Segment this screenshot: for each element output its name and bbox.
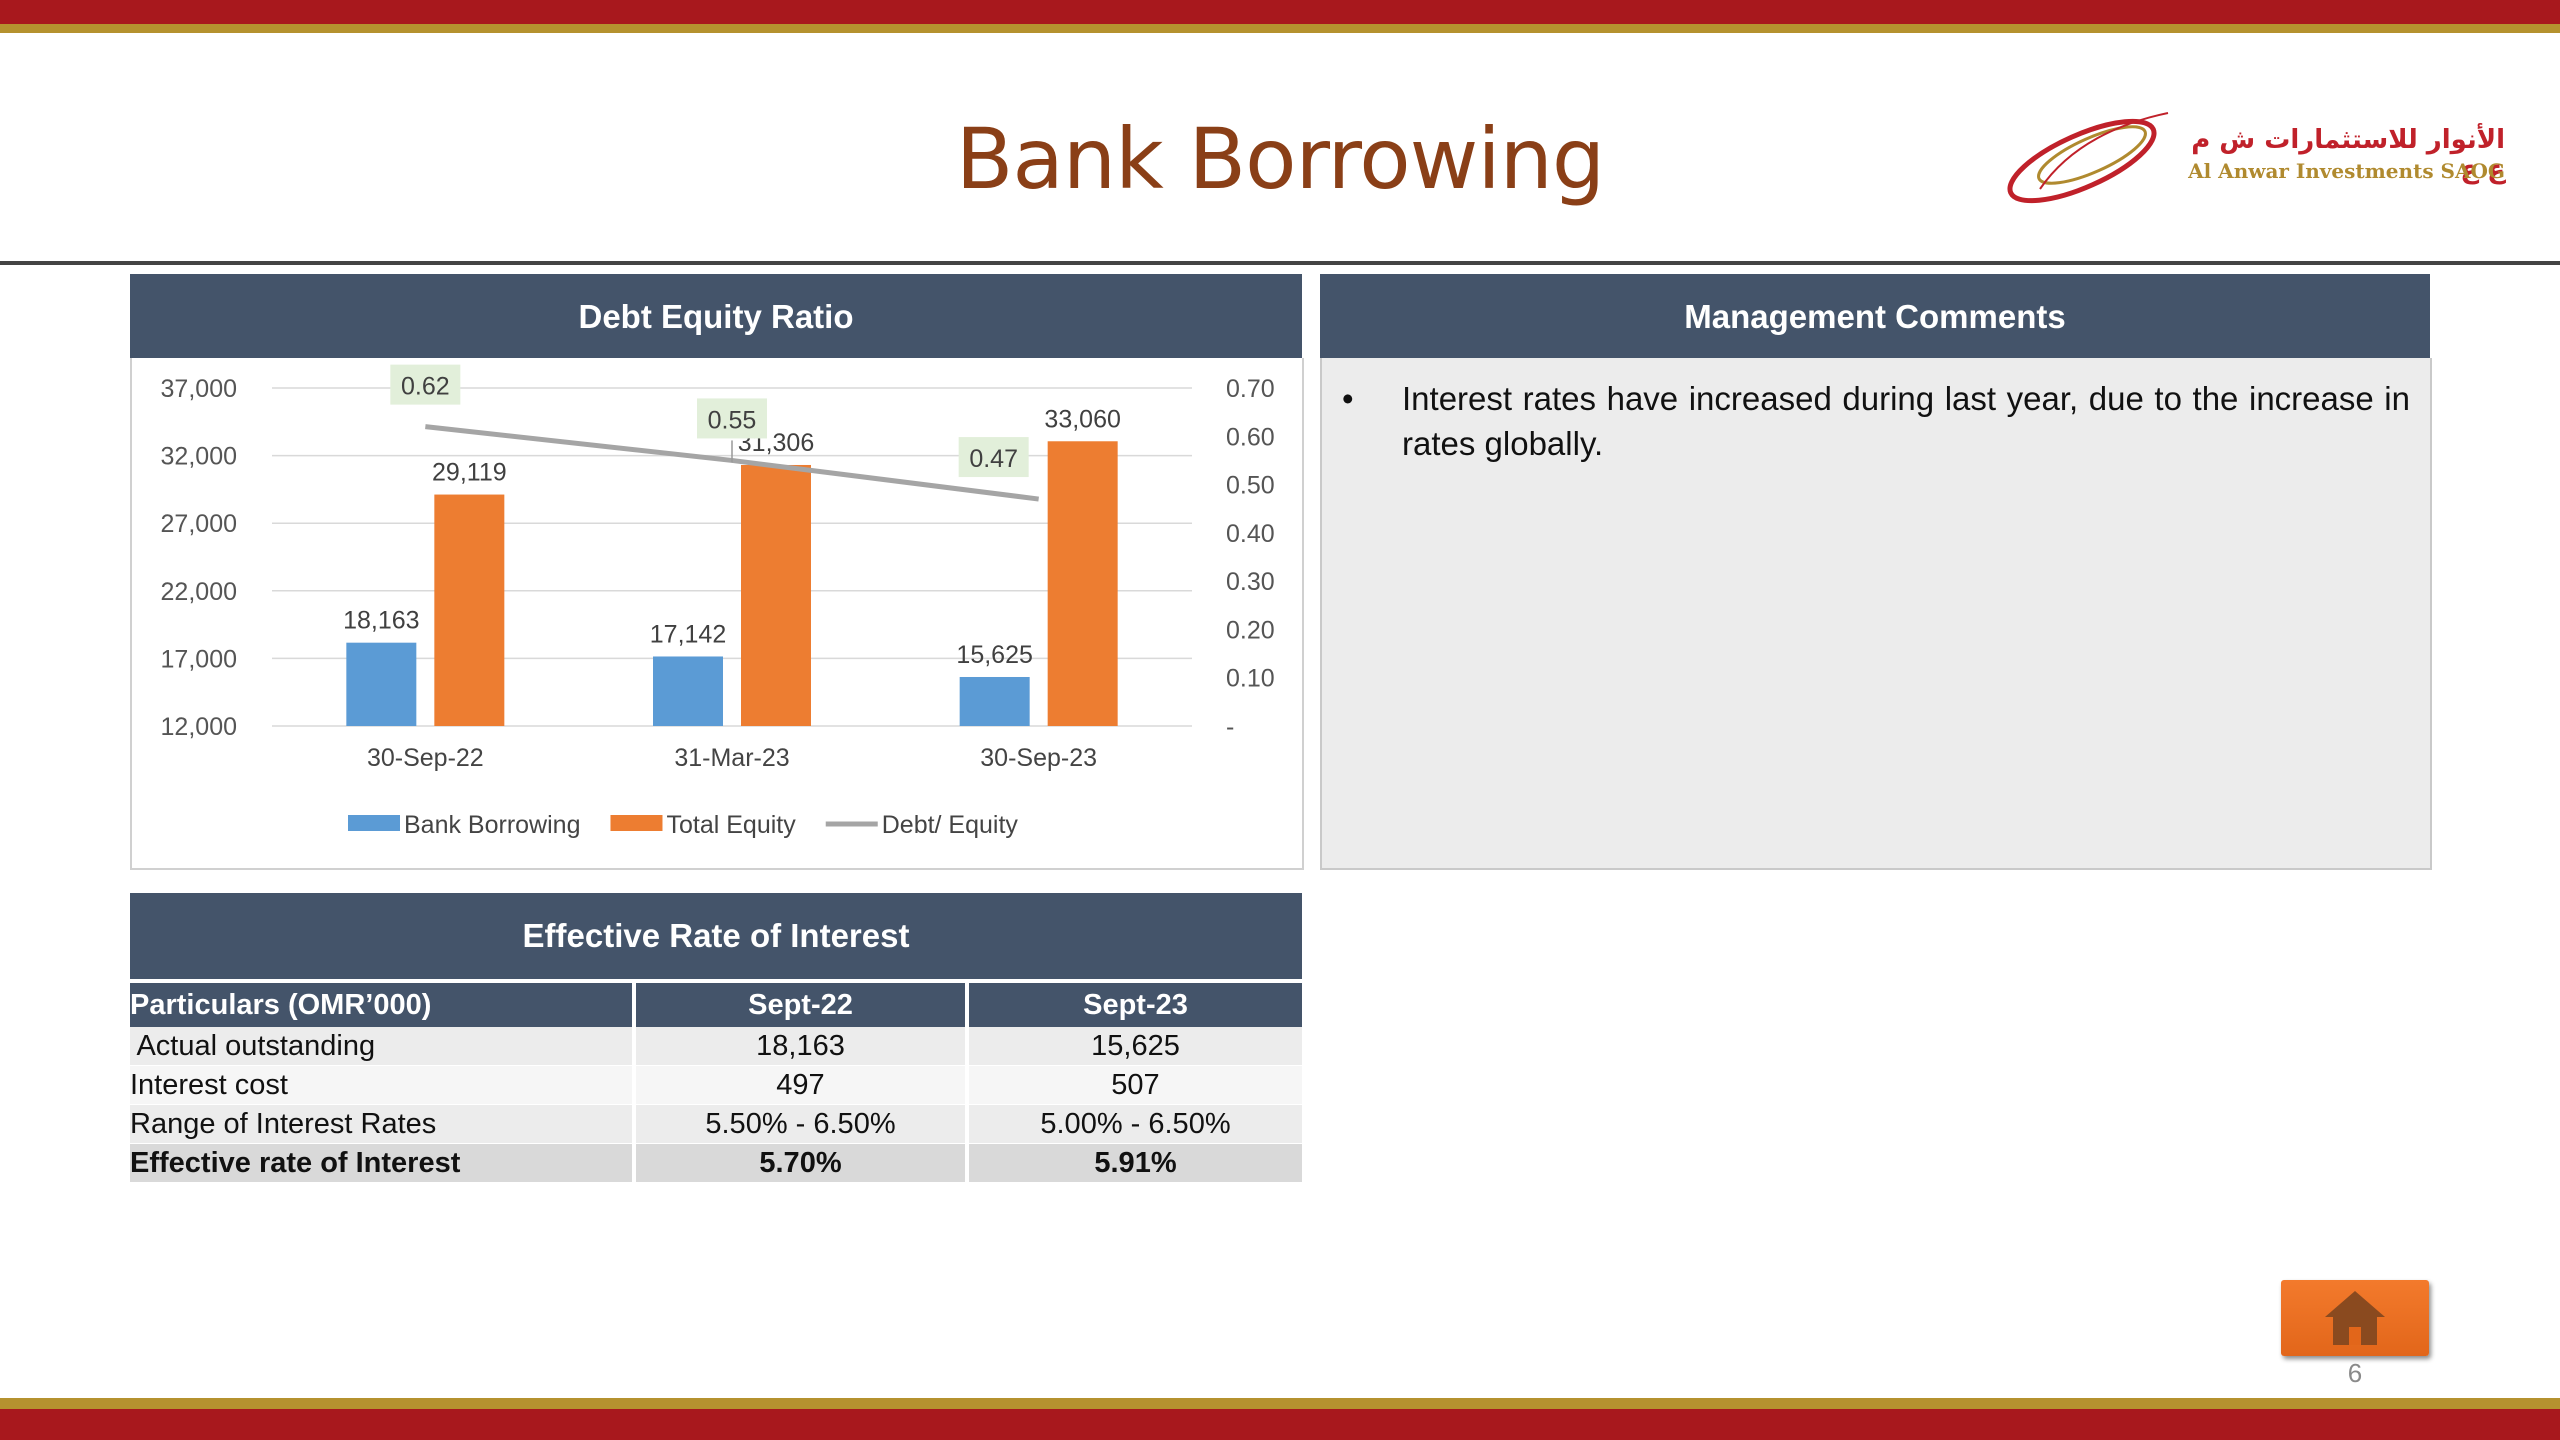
y-right-tick-label: 0.10 <box>1226 665 1275 693</box>
debt-equity-chart: 12,000 17,000 22,000 27,000 32,000 37,000 - 0.1… <box>161 364 1275 839</box>
y-right-tick-label: 0.20 <box>1226 616 1275 644</box>
comment-item: • Interest rates have increased during la… <box>1342 376 2410 466</box>
bar <box>653 656 723 726</box>
legend-swatch <box>610 815 663 831</box>
chart-panel-header: Debt Equity Ratio <box>130 274 1302 360</box>
column-header-sept23: Sept-23 <box>969 983 1302 1027</box>
home-icon <box>2325 1291 2385 1345</box>
y-left-tick-label: 32,000 <box>161 443 237 471</box>
y-right-tick-label: 0.40 <box>1226 520 1275 548</box>
row-label: Effective rate of Interest <box>130 1144 636 1183</box>
comment-text: Interest rates have increased during las… <box>1402 380 2410 462</box>
line-label-box <box>958 437 1029 478</box>
table-row: Interest cost 497 507 <box>130 1066 1302 1105</box>
table-row: Range of Interest Rates 5.50% - 6.50% 5.… <box>130 1105 1302 1144</box>
legend-swatch <box>348 815 400 831</box>
logo-english-text: Al Anwar Investments SAOG <box>2188 159 2505 183</box>
cell-sept22: 18,163 <box>636 1027 969 1066</box>
column-header-sept22: Sept-22 <box>636 983 969 1027</box>
table-row-total: Effective rate of Interest 5.70% 5.91% <box>130 1144 1302 1183</box>
y-left-tick-label: 22,000 <box>161 578 237 606</box>
bullet-icon: • <box>1342 380 1354 417</box>
legend-label: Bank Borrowing <box>404 811 580 839</box>
top-red-band <box>0 0 2560 24</box>
interest-rate-table: Particulars (OMR’000) Sept-22 Sept-23 Ac… <box>130 983 1302 1183</box>
y-left-tick-label: 27,000 <box>161 510 237 538</box>
bottom-red-band <box>0 1409 2560 1440</box>
comments-panel-header: Management Comments <box>1320 274 2430 360</box>
rate-panel-header: Effective Rate of Interest <box>130 893 1302 979</box>
logo-arabic-text: الأنوار للاستثمارات ش م ع ع <box>2191 125 2505 185</box>
y-left-tick-label: 12,000 <box>161 713 237 741</box>
bar-data-label: 15,625 <box>956 641 1032 669</box>
x-tick-label: 30-Sep-22 <box>367 744 484 772</box>
cell-sept23: 15,625 <box>969 1027 1302 1066</box>
cell-sept22: 5.70% <box>636 1144 969 1183</box>
cell-sept22: 497 <box>636 1066 969 1105</box>
y-right-tick-label: 0.70 <box>1226 375 1275 403</box>
bar-data-label: 33,060 <box>1044 405 1120 433</box>
x-tick-label: 31-Mar-23 <box>674 744 789 772</box>
line-data-label: 0.47 <box>969 445 1018 473</box>
comments-panel: • Interest rates have increased during la… <box>1320 358 2432 870</box>
line-label-box <box>390 364 461 405</box>
page-number: 6 <box>2347 1358 2363 1388</box>
cell-sept23: 507 <box>969 1066 1302 1105</box>
title-divider <box>0 261 2560 265</box>
legend-label: Total Equity <box>666 811 796 839</box>
bar <box>959 676 1030 726</box>
bar-data-label: 17,142 <box>650 620 726 648</box>
row-label: Range of Interest Rates <box>130 1105 636 1144</box>
cell-sept23: 5.91% <box>969 1144 1302 1183</box>
y-right-tick-label: 0.50 <box>1226 472 1275 500</box>
line-label-box <box>697 398 767 439</box>
line-data-label: 0.55 <box>708 406 757 434</box>
table-row: Actual outstanding 18,163 15,625 <box>130 1027 1302 1066</box>
table-header-row: Particulars (OMR’000) Sept-22 Sept-23 <box>130 983 1302 1027</box>
bottom-gold-band <box>0 1398 2560 1409</box>
bar <box>741 464 811 726</box>
cell-sept22: 5.50% - 6.50% <box>636 1105 969 1144</box>
y-right-tick-label: 0.30 <box>1226 568 1275 596</box>
bar <box>1047 441 1118 726</box>
y-right-tick-label: - <box>1226 713 1234 741</box>
page-title: Bank Borrowing <box>955 110 1605 208</box>
row-label: Actual outstanding <box>130 1027 636 1066</box>
bar <box>346 642 417 726</box>
x-tick-label: 30-Sep-23 <box>980 744 1097 772</box>
line-data-label: 0.62 <box>401 373 450 401</box>
y-left-tick-label: 37,000 <box>161 375 237 403</box>
company-logo: الأنوار للاستثمارات ش م ع ع Al Anwar Inv… <box>2000 105 2520 210</box>
top-gold-band <box>0 24 2560 33</box>
bar-data-label: 18,163 <box>343 607 419 635</box>
bar-data-label: 29,119 <box>432 459 507 487</box>
bar <box>434 494 505 726</box>
comments-list: • Interest rates have increased during la… <box>1342 376 2410 466</box>
cell-sept23: 5.00% - 6.50% <box>969 1105 1302 1144</box>
row-label: Interest cost <box>130 1066 636 1105</box>
y-left-tick-label: 17,000 <box>161 645 237 673</box>
home-button[interactable] <box>2281 1280 2429 1356</box>
logo-swoosh-icon <box>2007 112 2169 204</box>
legend-label: Debt/ Equity <box>882 811 1019 839</box>
chart-panel: 12,000 17,000 22,000 27,000 32,000 37,000 - 0.1… <box>130 358 1304 870</box>
column-header-particulars: Particulars (OMR’000) <box>130 983 636 1027</box>
y-right-tick-label: 0.60 <box>1226 423 1275 451</box>
